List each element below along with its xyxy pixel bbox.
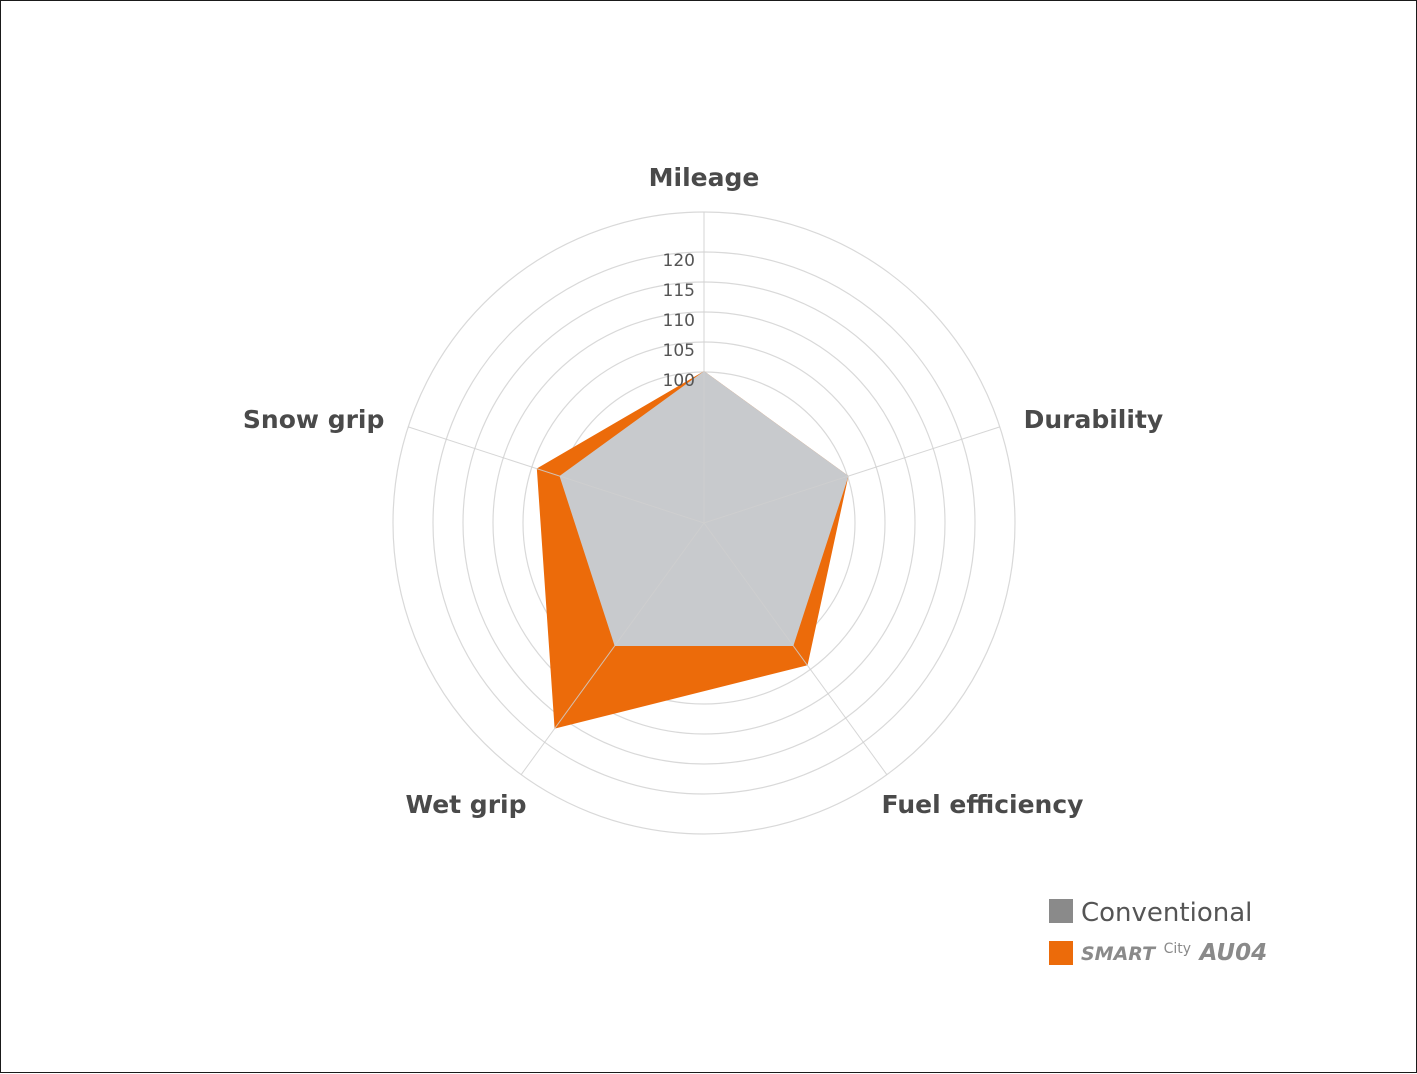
legend: Conventional SMART City AU04 — [1049, 898, 1267, 966]
axis-label-wet-grip: Wet grip — [406, 790, 527, 819]
axis-label-snow-grip: Snow grip — [243, 405, 384, 434]
brand-smart: SMART — [1081, 943, 1157, 965]
legend-swatch-conventional — [1049, 899, 1073, 923]
tick-layer: 100 105 110 115 120 — [663, 251, 695, 391]
tick-label: 120 — [663, 251, 695, 271]
tick-label: 100 — [663, 371, 695, 391]
axis-label-durability: Durability — [1024, 405, 1164, 434]
tick-label: 110 — [663, 311, 695, 331]
series-layer — [538, 372, 848, 728]
brand-city: City — [1164, 941, 1191, 957]
legend-label-smartcity: SMART City AU04 — [1081, 938, 1267, 966]
legend-swatch-smartcity — [1049, 941, 1073, 965]
tick-label: 105 — [663, 341, 695, 361]
tick-label: 115 — [663, 281, 695, 301]
axis-label-fuel-efficiency: Fuel efficiency — [882, 790, 1084, 819]
legend-label-conventional: Conventional — [1081, 898, 1252, 928]
axis-label-mileage: Mileage — [649, 163, 760, 192]
brand-model: AU04 — [1198, 940, 1267, 966]
